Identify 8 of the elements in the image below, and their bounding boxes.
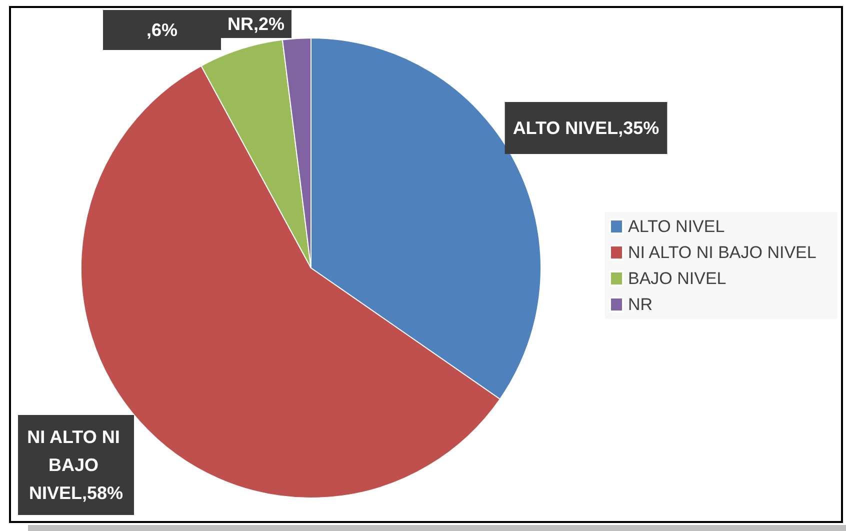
data-label: ALTO NIVEL,35% xyxy=(512,118,660,138)
legend-label: NI ALTO NI BAJO NIVEL xyxy=(628,243,816,262)
legend-label: BAJO NIVEL xyxy=(628,269,726,288)
data-label: ,6% xyxy=(146,20,178,40)
legend-label: ALTO NIVEL xyxy=(628,217,725,236)
data-label: NR,2% xyxy=(227,14,285,34)
data-label: NI ALTO NI BAJO NIVEL,58% xyxy=(27,427,125,503)
legend-label: NR xyxy=(628,295,653,314)
